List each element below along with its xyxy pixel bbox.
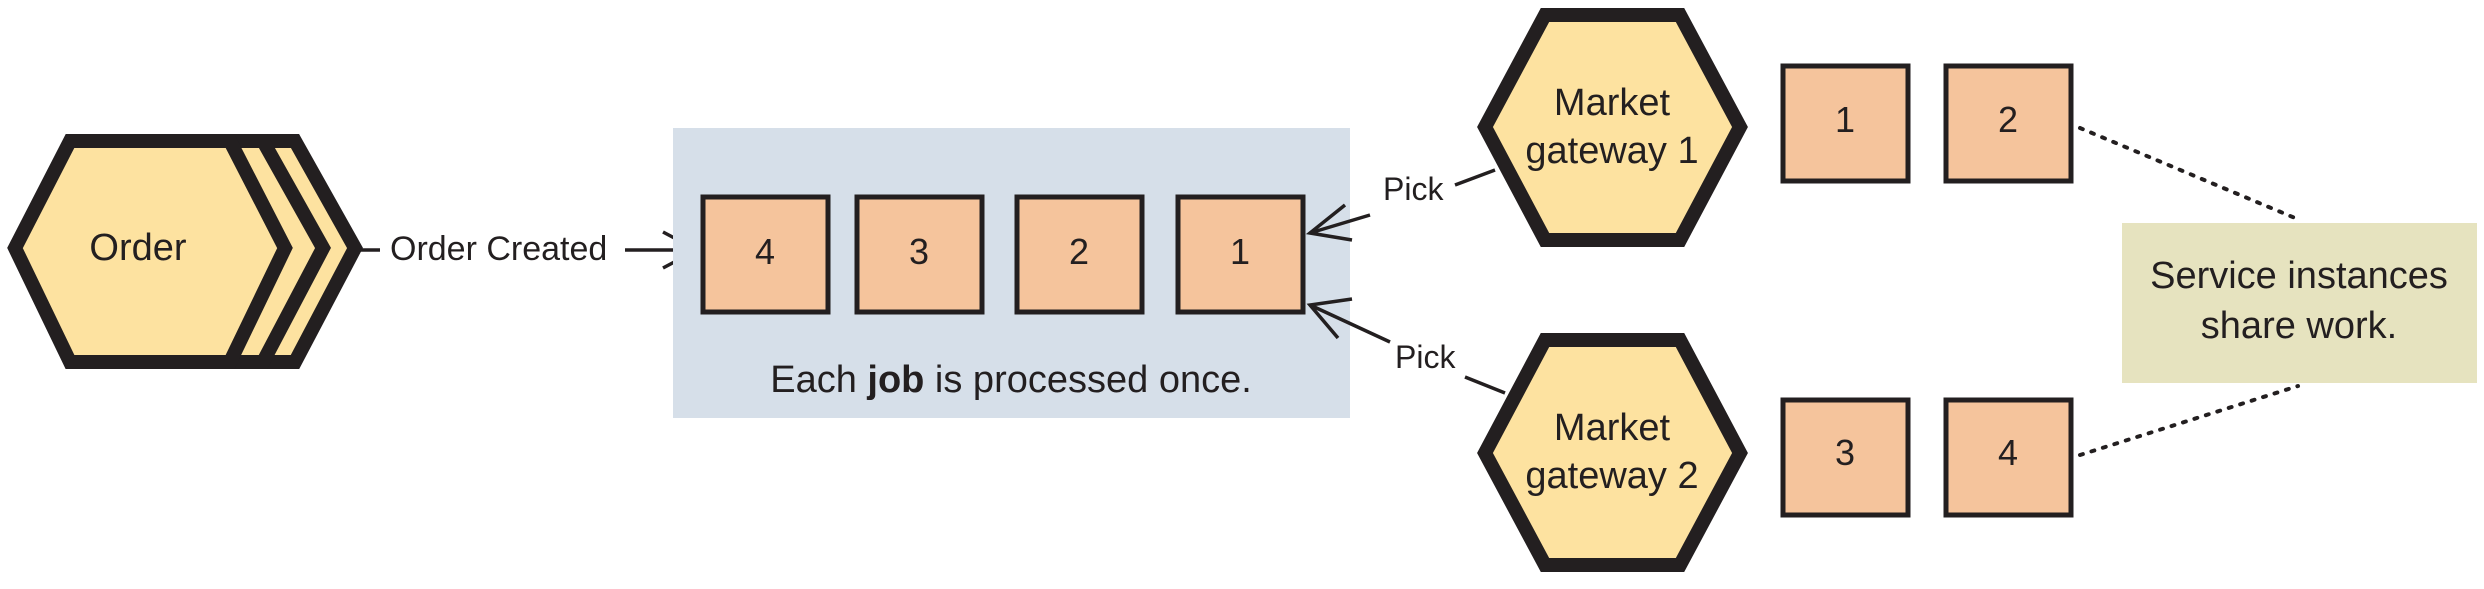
- pick-line-inner: [1309, 213, 1371, 235]
- order-hexagon: [7, 134, 293, 369]
- gateway-hexagon: [1477, 8, 1748, 247]
- pick-line-inner: [1309, 303, 1391, 344]
- pick-line-outer: [1454, 168, 1496, 187]
- pick-arrow-2: Pick: [1306, 297, 1506, 395]
- service-instances-note: Service instances share work.: [2122, 223, 2477, 383]
- job-queue: 4 3 2 1 Each job is processed once.: [673, 128, 1350, 418]
- queue-caption: Each job is processed once.: [770, 359, 1252, 401]
- pick-label: Pick: [1395, 339, 1456, 375]
- gateway-label-line1: Market: [1554, 82, 1671, 124]
- gateway-job: 2: [1943, 63, 2074, 184]
- queue-job-label: 4: [755, 231, 775, 272]
- gateway-job: 3: [1780, 397, 1911, 518]
- note-connector-top: [2078, 126, 2297, 220]
- gateway-job-label: 2: [1998, 99, 2018, 140]
- queue-job-1: 4: [700, 194, 831, 315]
- gateway-job-label: 1: [1835, 99, 1855, 140]
- pick-label: Pick: [1383, 171, 1444, 207]
- gateway-label-line2: gateway 1: [1525, 130, 1698, 172]
- gateway-hexagon: [1477, 333, 1748, 572]
- pick-line-outer: [1464, 375, 1506, 395]
- queue-job-4: 1: [1175, 194, 1306, 315]
- order-created-connector: Order Created: [360, 230, 701, 270]
- pick-arrow-1: Pick: [1305, 168, 1496, 242]
- queue-job-label: 3: [909, 231, 929, 272]
- gateway-job-label: 4: [1998, 432, 2018, 473]
- note-connector-bottom: [2078, 384, 2300, 457]
- pick-arrowhead: [1306, 297, 1353, 340]
- gateway-job: 4: [1943, 397, 2074, 518]
- note-box: [2122, 223, 2477, 383]
- market-gateway-1: Market gateway 1 1 2: [1477, 8, 2074, 247]
- queue-job-2: 3: [854, 194, 985, 315]
- queue-job-label: 2: [1069, 231, 1089, 272]
- order-service: Order: [7, 134, 363, 369]
- gateway-job: 1: [1780, 63, 1911, 184]
- queue-job-3: 2: [1014, 194, 1145, 315]
- gateway-job-label: 3: [1835, 432, 1855, 473]
- pick-arrowhead: [1305, 203, 1353, 242]
- order-created-label: Order Created: [390, 230, 607, 268]
- order-label: Order: [89, 227, 186, 269]
- gateway-label-line2: gateway 2: [1525, 455, 1698, 497]
- market-gateway-2: Market gateway 2 3 4: [1477, 333, 2074, 572]
- note-line1: Service instances: [2150, 255, 2448, 297]
- note-line2: share work.: [2201, 305, 2397, 347]
- gateway-label-line1: Market: [1554, 407, 1671, 449]
- queue-job-label: 1: [1230, 231, 1250, 272]
